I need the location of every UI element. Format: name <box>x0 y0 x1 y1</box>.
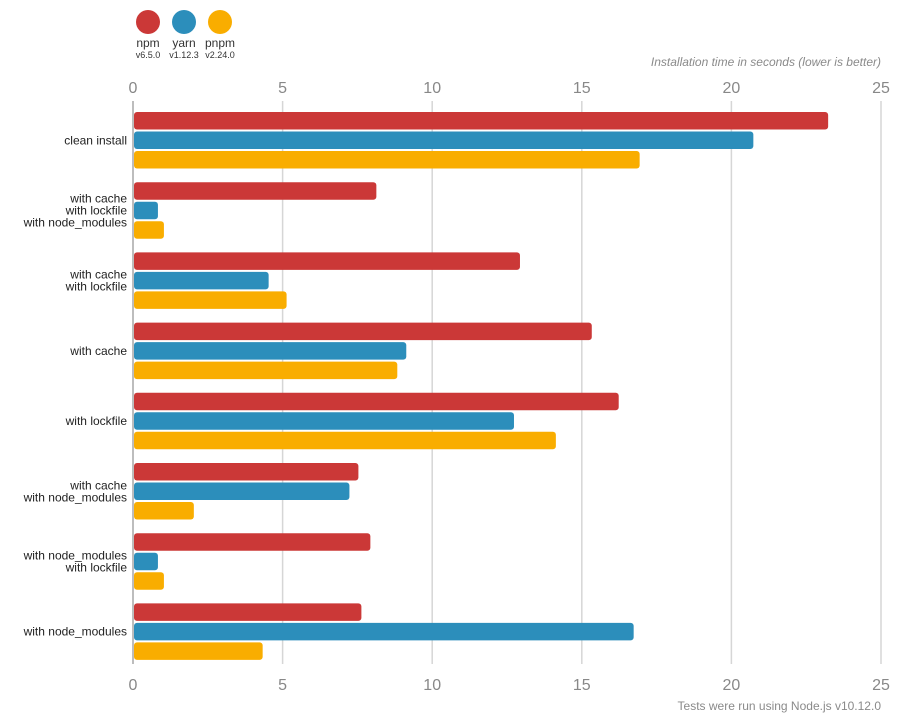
bar-yarn-7 <box>134 622 634 641</box>
category-label-1-0: with cache <box>69 191 127 205</box>
category-label-6-0: with node_modules <box>23 548 127 562</box>
x-tick-bottom-10: 10 <box>423 677 441 694</box>
bar-pnpm-7 <box>134 642 263 660</box>
category-label-2-0: with cache <box>69 268 127 282</box>
x-tick-top-15: 15 <box>573 80 591 97</box>
bar-pnpm-2 <box>134 291 287 309</box>
category-label-3-0: with cache <box>69 344 127 358</box>
category-label-2-1: with lockfile <box>65 280 128 294</box>
x-tick-top-20: 20 <box>723 80 741 97</box>
category-label-1-2: with node_modules <box>23 215 127 229</box>
bar-yarn-1 <box>134 201 158 220</box>
bar-pnpm-5 <box>134 502 194 520</box>
x-tick-bottom-0: 0 <box>129 677 138 694</box>
legend: npm v6.5.0 yarn v1.12.3 pnpm v2.24.0 <box>130 10 238 60</box>
bar-pnpm-0 <box>134 151 640 169</box>
bar-npm-6 <box>134 533 371 551</box>
bar-yarn-3 <box>134 342 407 360</box>
legend-label-pnpm: pnpm <box>204 36 236 50</box>
legend-version-yarn: v1.12.3 <box>169 50 199 60</box>
category-label-6-1: with lockfile <box>65 560 128 574</box>
bar-npm-1 <box>134 182 377 200</box>
category-label-1-1: with lockfile <box>65 203 128 217</box>
x-tick-top-0: 0 <box>129 80 138 97</box>
x-tick-top-5: 5 <box>278 80 287 97</box>
bar-npm-3 <box>134 322 592 341</box>
bar-yarn-0 <box>134 131 754 149</box>
bar-yarn-5 <box>134 482 350 500</box>
footnote: Tests were run using Node.js v10.12.0 <box>677 699 881 713</box>
x-tick-top-25: 25 <box>872 80 890 97</box>
legend-item-yarn: yarn v1.12.3 <box>166 10 202 60</box>
bar-npm-0 <box>134 112 829 130</box>
category-label-5-1: with node_modules <box>23 490 127 504</box>
legend-swatch-npm <box>136 10 160 34</box>
bar-pnpm-4 <box>134 431 556 450</box>
bar-npm-4 <box>134 392 619 411</box>
bar-pnpm-3 <box>134 361 398 380</box>
x-tick-top-10: 10 <box>423 80 441 97</box>
legend-version-pnpm: v2.24.0 <box>205 50 235 60</box>
bar-npm-5 <box>134 463 359 481</box>
bar-pnpm-1 <box>134 221 164 239</box>
x-tick-bottom-5: 5 <box>278 677 287 694</box>
legend-version-npm: v6.5.0 <box>135 50 161 60</box>
bar-yarn-6 <box>134 552 158 571</box>
x-tick-bottom-20: 20 <box>723 677 741 694</box>
x-tick-bottom-25: 25 <box>872 677 890 694</box>
bar-npm-2 <box>134 252 520 270</box>
legend-item-npm: npm v6.5.0 <box>130 10 166 60</box>
legend-label-npm: npm <box>136 36 160 50</box>
legend-item-pnpm: pnpm v2.24.0 <box>202 10 238 60</box>
bar-pnpm-6 <box>134 572 164 590</box>
legend-swatch-yarn <box>172 10 196 34</box>
legend-swatch-pnpm <box>208 10 232 34</box>
legend-label-yarn: yarn <box>172 36 196 50</box>
category-label-4-0: with lockfile <box>65 414 128 428</box>
category-label-7-0: with node_modules <box>23 625 127 639</box>
bar-npm-7 <box>134 603 362 621</box>
bar-yarn-2 <box>134 271 269 290</box>
category-label-0-0: clean install <box>64 133 127 147</box>
x-tick-bottom-15: 15 <box>573 677 591 694</box>
bar-yarn-4 <box>134 412 514 430</box>
category-label-5-0: with cache <box>69 478 127 492</box>
x-axis-title: Installation time in seconds (lower is b… <box>650 55 881 69</box>
